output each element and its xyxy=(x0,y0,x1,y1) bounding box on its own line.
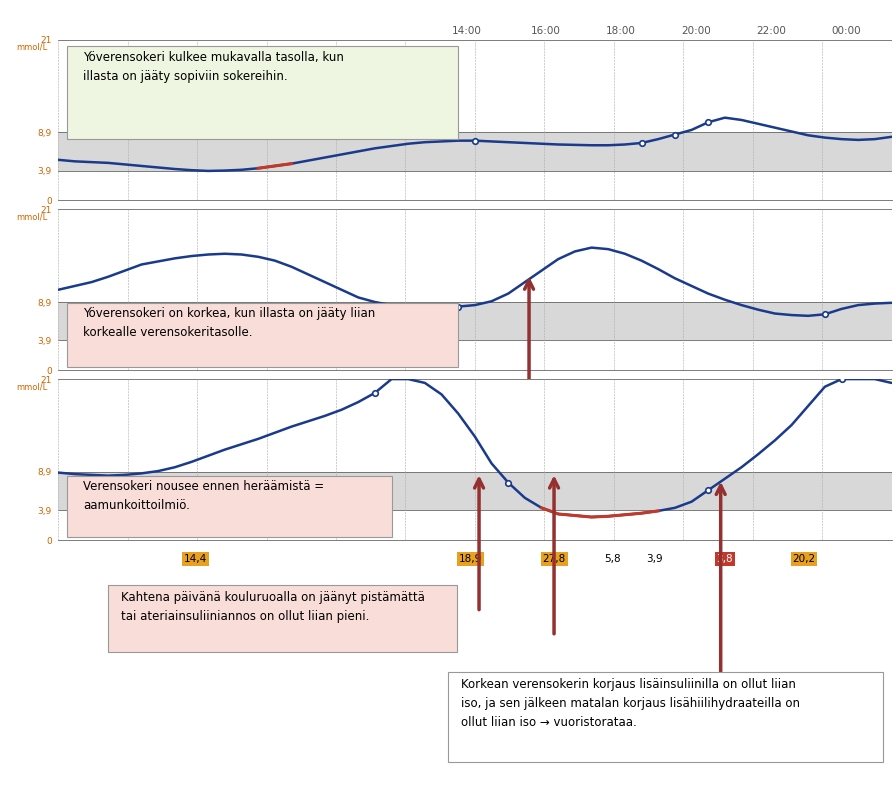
Text: 13,2: 13,2 xyxy=(730,384,754,394)
Text: 16:00: 16:00 xyxy=(530,26,561,36)
Text: 20:00: 20:00 xyxy=(681,26,711,36)
FancyBboxPatch shape xyxy=(66,476,392,537)
Text: 14,4: 14,4 xyxy=(184,554,207,564)
FancyBboxPatch shape xyxy=(66,303,458,367)
Text: 25,4: 25,4 xyxy=(493,384,516,394)
Text: 6,2: 6,2 xyxy=(646,384,662,394)
Text: 6,7: 6,7 xyxy=(283,214,300,224)
Text: 5,8: 5,8 xyxy=(604,554,621,564)
Text: 3,9: 3,9 xyxy=(646,554,662,564)
FancyBboxPatch shape xyxy=(66,46,458,139)
Text: Yöverensokeri kulkee mukavalla tasolla, kun
illasta on jääty sopiviin sokereihin: Yöverensokeri kulkee mukavalla tasolla, … xyxy=(83,51,344,83)
Text: 20,2: 20,2 xyxy=(792,554,815,564)
Bar xyxy=(58,132,892,171)
Text: 18:00: 18:00 xyxy=(606,26,635,36)
Text: 14:00: 14:00 xyxy=(452,26,481,36)
Text: mmol/L: mmol/L xyxy=(17,213,47,221)
Bar xyxy=(58,302,892,340)
Text: mmol/L: mmol/L xyxy=(17,382,47,391)
Text: 18,9: 18,9 xyxy=(459,554,482,564)
Text: 8,0: 8,0 xyxy=(538,214,554,224)
Text: Kahtena päivänä kouluruoalla on jäänyt pistämättä
tai ateriainsuliiniannos on ol: Kahtena päivänä kouluruoalla on jäänyt p… xyxy=(121,591,425,623)
Bar xyxy=(58,472,892,510)
Text: Verensokeri nousee ennen heräämistä =
aamunkoittoilmiö.: Verensokeri nousee ennen heräämistä = aa… xyxy=(83,480,324,513)
Text: 11,3: 11,3 xyxy=(597,384,620,394)
Text: 3,8: 3,8 xyxy=(717,554,733,564)
Text: 12,3: 12,3 xyxy=(746,214,770,224)
Text: Yöverensokeri on korkea, kun illasta on jääty liian
korkealle verensokeritasolle: Yöverensokeri on korkea, kun illasta on … xyxy=(83,307,375,340)
Text: 22:00: 22:00 xyxy=(755,26,786,36)
Text: 13,1: 13,1 xyxy=(684,384,707,394)
Text: 00:00: 00:00 xyxy=(831,26,860,36)
Text: mmol/L: mmol/L xyxy=(17,43,47,51)
Text: 17,1: 17,1 xyxy=(542,384,565,394)
Text: 7,8: 7,8 xyxy=(495,214,513,224)
Text: 7,9: 7,9 xyxy=(579,214,596,224)
Text: 27,8: 27,8 xyxy=(542,554,565,564)
Text: Korkean verensokerin korjaus lisäinsuliinilla on ollut liian
iso, ja sen jälkeen: Korkean verensokerin korjaus lisäinsulii… xyxy=(461,678,800,729)
Text: 13,5: 13,5 xyxy=(617,214,641,224)
